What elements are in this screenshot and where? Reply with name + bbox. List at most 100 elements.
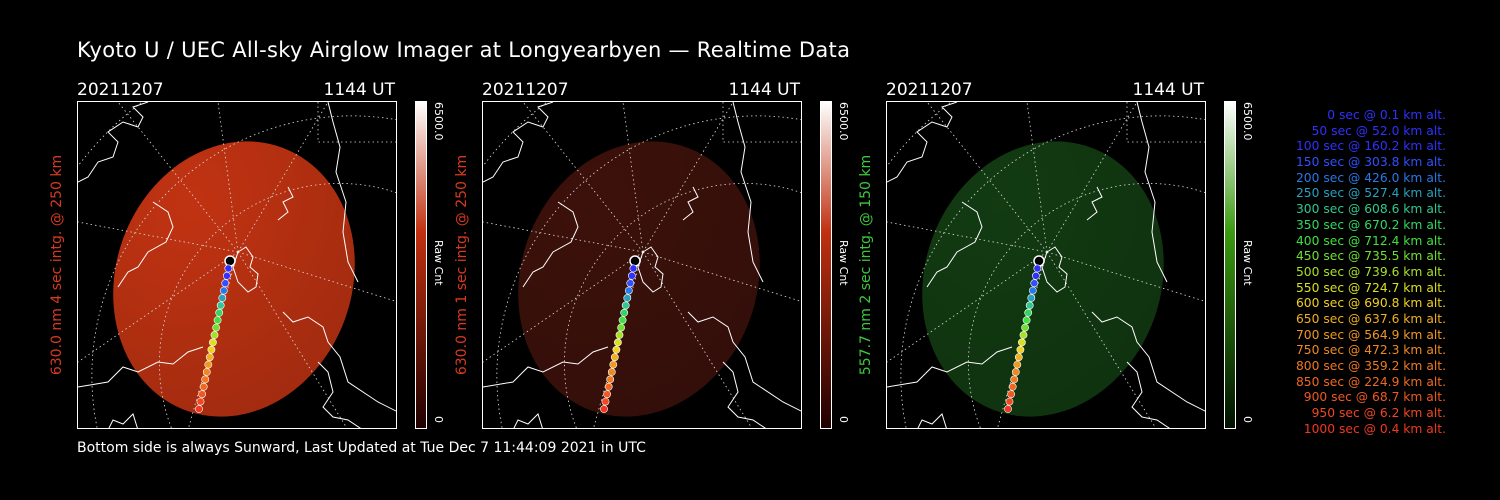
legend-entry: 750 sec @ 472.3 km alt. — [1295, 343, 1446, 358]
trajectory-point — [208, 338, 217, 347]
footer-note: Bottom side is always Sunward, Last Upda… — [77, 440, 646, 456]
trajectory-point — [1031, 271, 1040, 280]
trajectory-point — [224, 264, 233, 273]
trajectory-point — [624, 286, 633, 295]
trajectory-point — [199, 382, 208, 391]
trajectory-point — [1022, 316, 1031, 325]
airglow-panel-557nm-2s: 20211207 1144 UT 557.7 nm 2 sec intg. @ … — [858, 80, 1286, 430]
image-time: 1144 UT — [728, 80, 801, 100]
allsky-image — [482, 101, 802, 429]
image-date: 20211207 — [77, 80, 164, 100]
airglow-image-disc — [518, 141, 760, 417]
trajectory-point — [204, 360, 213, 369]
trajectory-point — [1030, 279, 1039, 288]
colorbar-max: 6500.0 — [837, 102, 850, 141]
trajectory-point — [215, 308, 224, 317]
colorbar-unit: Raw Cnt — [1241, 240, 1254, 286]
trajectory-point — [196, 397, 205, 406]
trajectory-point — [224, 255, 236, 267]
image-date: 20211207 — [886, 80, 973, 100]
trajectory-point — [216, 301, 225, 310]
legend-entry: 50 sec @ 52.0 km alt. — [1311, 123, 1446, 138]
legend-entry: 350 sec @ 670.2 km alt. — [1295, 217, 1446, 232]
trajectory-point — [1016, 345, 1025, 354]
trajectory-point — [613, 338, 622, 347]
trajectory-point — [600, 405, 608, 413]
colorbar — [415, 101, 427, 429]
legend-entry: 950 sec @ 6.2 km alt. — [1311, 406, 1446, 421]
colorbar — [820, 101, 832, 429]
trajectory-point — [1033, 264, 1042, 273]
trajectory-point — [1028, 286, 1037, 295]
map-grid — [483, 102, 801, 428]
colorbar-unit: Raw Cnt — [837, 240, 850, 286]
trajectory-point — [198, 390, 206, 399]
image-time: 1144 UT — [323, 80, 396, 100]
image-time: 1144 UT — [1132, 80, 1205, 100]
legend-entry: 450 sec @ 735.5 km alt. — [1295, 249, 1446, 264]
airglow-panel-630nm-4s: 20211207 1144 UT 630.0 nm 4 sec intg. @ … — [49, 80, 477, 430]
trajectory-point — [1007, 390, 1015, 399]
trajectory-point — [618, 316, 627, 325]
legend-entry: 100 sec @ 160.2 km alt. — [1295, 139, 1446, 154]
legend-entry: 850 sec @ 224.9 km alt. — [1295, 374, 1446, 389]
legend-entry: 250 sec @ 527.4 km alt. — [1295, 186, 1446, 201]
airglow-image-disc — [113, 141, 355, 417]
colorbar — [1224, 101, 1236, 429]
trajectory-point — [1004, 405, 1012, 413]
colorbar-min: 0 — [837, 416, 850, 423]
legend-entry: 1000 sec @ 0.4 km alt. — [1303, 421, 1446, 436]
trajectory-point — [212, 323, 220, 332]
coastline — [887, 102, 1205, 428]
trajectory-point — [621, 301, 630, 310]
legend-entry: 0 sec @ 0.1 km alt. — [1327, 108, 1446, 122]
airglow-panel-630nm-1s: 20211207 1144 UT 630.0 nm 1 sec intg. @ … — [454, 80, 882, 430]
legend-entry: 300 sec @ 608.6 km alt. — [1295, 202, 1446, 217]
trajectory-point — [612, 345, 621, 354]
colorbar-unit: Raw Cnt — [432, 240, 445, 286]
legend-entry: 650 sec @ 637.6 km alt. — [1295, 311, 1446, 326]
trajectory-point — [623, 294, 632, 302]
colorbar-min: 0 — [1241, 416, 1254, 423]
trajectory-point — [629, 264, 638, 273]
trajectory-point — [218, 294, 227, 302]
trajectory-point — [606, 375, 615, 384]
trajectory-point — [1033, 255, 1045, 267]
allsky-image — [886, 101, 1206, 429]
trajectory-point — [1014, 353, 1023, 362]
legend-entry: 900 sec @ 68.7 km alt. — [1303, 390, 1446, 405]
trajectory-point — [617, 323, 625, 332]
trajectory-point — [1013, 360, 1022, 369]
trajectory-point — [207, 345, 216, 354]
wavelength-label: 630.0 nm 4 sec intg. @ 250 km — [49, 154, 65, 376]
trajectory-point — [205, 353, 214, 362]
colorbar-max: 6500.0 — [432, 102, 445, 141]
trajectory-point — [195, 405, 203, 413]
wavelength-label: 557.7 nm 2 sec intg. @ 150 km — [858, 154, 874, 376]
legend-entry: 500 sec @ 739.6 km alt. — [1295, 264, 1446, 279]
trajectory-point — [1005, 397, 1014, 406]
map-grid — [887, 102, 1205, 428]
colorbar-min: 0 — [432, 416, 445, 423]
trajectory-point — [221, 279, 230, 288]
trajectory-point — [601, 397, 610, 406]
legend-entry: 700 sec @ 564.9 km alt. — [1295, 327, 1446, 342]
wavelength-label: 630.0 nm 1 sec intg. @ 250 km — [454, 154, 470, 376]
trajectory-point — [607, 368, 616, 376]
trajectory-point — [1011, 368, 1020, 376]
image-date: 20211207 — [482, 80, 569, 100]
trajectory-point — [620, 308, 629, 317]
trajectory-point — [1027, 294, 1036, 302]
map-grid — [78, 102, 396, 428]
trajectory-point — [604, 382, 613, 391]
trajectory-point — [1024, 308, 1033, 317]
coastline — [483, 102, 801, 428]
legend-entry: 800 sec @ 359.2 km alt. — [1295, 359, 1446, 373]
trajectory-point — [219, 286, 228, 295]
trajectory-point — [202, 368, 211, 376]
page-title: Kyoto U / UEC All-sky Airglow Imager at … — [77, 38, 851, 62]
allsky-image — [77, 101, 397, 429]
trajectory-point — [1008, 382, 1017, 391]
trajectory-point — [1025, 301, 1034, 310]
trajectory-point — [213, 316, 222, 325]
